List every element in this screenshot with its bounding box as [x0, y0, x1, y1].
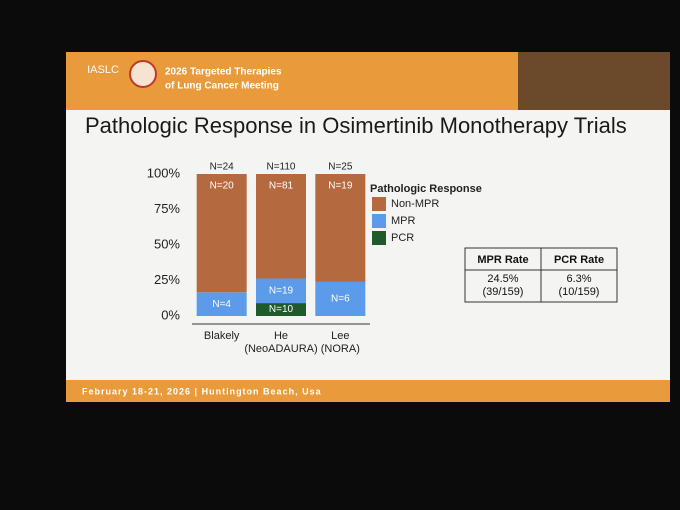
- slide: [66, 52, 670, 402]
- table-cell: (10/159): [559, 286, 600, 298]
- legend-swatch: [372, 197, 386, 211]
- total-label: N=25: [328, 162, 353, 173]
- y-tick-label: 75%: [154, 201, 180, 216]
- x-tick-label: (NORA): [321, 343, 360, 355]
- y-tick-label: 0%: [161, 307, 180, 322]
- bar-segment: [196, 174, 247, 293]
- y-tick-label: 25%: [154, 272, 180, 287]
- table-cell: (39/159): [483, 286, 524, 298]
- legend-label: Non-MPR: [391, 198, 439, 210]
- segment-label: N=6: [331, 294, 350, 305]
- table-header: PCR Rate: [554, 254, 604, 266]
- segment-label: N=4: [212, 299, 231, 310]
- logo-text: IASLC: [87, 64, 119, 76]
- meeting-line: 2026 Targeted Therapies: [165, 67, 282, 78]
- x-tick-label: Lee: [331, 330, 349, 342]
- footer-bar: [66, 380, 670, 402]
- segment-label: N=20: [210, 181, 235, 192]
- y-tick-label: 50%: [154, 236, 180, 251]
- total-label: N=110: [266, 162, 295, 173]
- table-header: MPR Rate: [477, 254, 528, 266]
- legend-swatch: [372, 214, 386, 228]
- bar-segment: [315, 281, 366, 316]
- x-tick-label: He: [274, 330, 288, 342]
- bar-segment: [256, 174, 306, 279]
- bar-segment: [196, 292, 247, 316]
- footer-text: February 18-21, 2026 | Huntington Beach,…: [82, 386, 322, 396]
- bar-segment: [315, 174, 366, 282]
- segment-label: N=19: [328, 181, 353, 192]
- x-tick-label: (NeoADAURA): [244, 343, 317, 355]
- bar-segment: [256, 303, 306, 316]
- logo-icon: [129, 60, 157, 88]
- legend-swatch: [372, 231, 386, 245]
- meeting-line: of Lung Cancer Meeting: [165, 81, 279, 92]
- segment-label: N=10: [269, 304, 294, 315]
- chart: 0% 25% 50% 75% 100% N=4 N=20 N=24 Blakely N=10 N=1…: [147, 162, 618, 355]
- bar-segment: [256, 278, 306, 304]
- legend-title: Pathologic Response: [370, 183, 482, 195]
- total-label: N=24: [210, 162, 235, 173]
- slide-title: Pathologic Response in Osimertinib Monot…: [85, 113, 627, 138]
- legend-label: MPR: [391, 215, 416, 227]
- y-tick-label: 100%: [147, 165, 181, 180]
- table-cell: 24.5%: [487, 273, 518, 285]
- header-photo: [518, 52, 670, 110]
- segment-label: N=19: [269, 285, 294, 296]
- segment-label: N=81: [269, 181, 294, 192]
- table-cell: 6.3%: [566, 273, 591, 285]
- x-tick-label: Blakely: [204, 330, 240, 342]
- legend-label: PCR: [391, 232, 414, 244]
